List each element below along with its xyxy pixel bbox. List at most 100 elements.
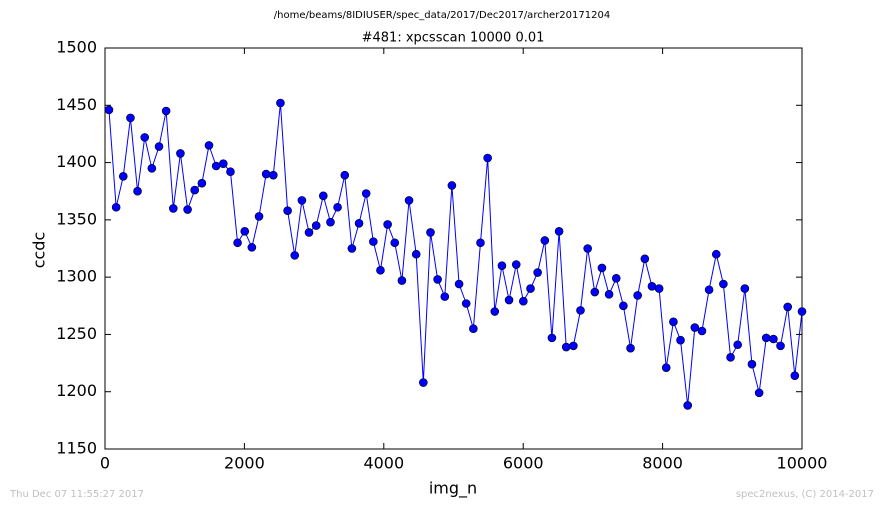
data-point — [326, 217, 335, 227]
data-point — [461, 299, 471, 308]
data-point — [454, 279, 464, 289]
y-axis-label: ccdc — [30, 232, 49, 269]
data-point — [497, 261, 507, 270]
data-point — [433, 275, 442, 284]
y-tick-label: 1500 — [56, 38, 97, 57]
data-point — [369, 237, 378, 246]
data-point — [761, 333, 771, 343]
y-tick-label: 1250 — [56, 324, 97, 343]
data-point — [733, 340, 742, 350]
data-point — [426, 228, 435, 237]
data-point — [297, 196, 307, 205]
data-point — [283, 206, 292, 215]
data-point — [154, 142, 164, 151]
data-point — [419, 378, 428, 387]
data-point — [161, 106, 171, 116]
data-point — [661, 363, 671, 372]
data-point — [754, 388, 764, 398]
data-point — [711, 249, 721, 259]
data-point — [440, 292, 450, 301]
data-point — [726, 353, 735, 362]
data-point — [690, 323, 700, 332]
data-point — [319, 191, 328, 201]
data-point — [647, 282, 657, 291]
data-point — [218, 159, 228, 169]
data-point — [290, 251, 300, 260]
data-point — [633, 291, 642, 300]
x-tick-label: 6000 — [503, 454, 544, 473]
plot-frame — [104, 47, 803, 450]
data-point — [519, 296, 528, 306]
data-point — [447, 181, 457, 190]
y-tick-label: 1150 — [56, 439, 97, 458]
data-point — [790, 371, 800, 380]
data-point — [254, 212, 264, 221]
data-point — [504, 295, 514, 305]
data-point — [547, 333, 557, 343]
data-point — [719, 279, 728, 289]
data-point — [576, 306, 585, 315]
data-point — [626, 343, 635, 353]
data-point — [669, 317, 678, 327]
data-point — [240, 227, 250, 236]
data-point — [333, 202, 342, 212]
chart-title: #481: xpcsscan 10000 0.01 — [362, 31, 545, 46]
data-point — [118, 172, 128, 181]
data-point — [247, 243, 257, 252]
data-point — [390, 238, 400, 248]
data-point — [347, 244, 357, 253]
data-point — [569, 341, 578, 351]
data-point — [261, 169, 271, 179]
data-point — [233, 238, 242, 248]
data-point — [740, 284, 750, 293]
data-point — [747, 359, 757, 369]
x-tick-label: 8000 — [642, 454, 683, 473]
data-point — [311, 221, 321, 230]
data-point — [526, 284, 535, 293]
data-point — [197, 178, 207, 188]
y-tick-label: 1400 — [56, 152, 97, 171]
x-tick-label: 2000 — [224, 454, 265, 473]
x-axis-label: img_n — [429, 479, 477, 499]
x-tick-label: 4000 — [363, 454, 404, 473]
data-point — [776, 341, 785, 351]
data-point — [676, 335, 685, 345]
data-point — [354, 218, 364, 228]
data-point — [583, 244, 592, 253]
data-point — [361, 189, 371, 198]
data-point — [769, 334, 778, 344]
data-point — [376, 265, 385, 275]
y-tick-label: 1300 — [56, 267, 97, 286]
data-point — [654, 284, 664, 293]
data-point — [169, 204, 178, 213]
data-point — [540, 236, 550, 245]
data-point — [476, 238, 485, 248]
data-point — [640, 254, 650, 264]
data-point — [783, 302, 793, 312]
data-point — [469, 324, 478, 334]
x-tick-label: 0 — [100, 454, 110, 473]
data-point — [183, 205, 192, 214]
series-line — [108, 102, 803, 406]
data-point — [511, 260, 521, 269]
y-tick-label: 1200 — [56, 381, 97, 400]
data-point — [590, 287, 600, 297]
data-point — [397, 276, 407, 285]
data-point — [304, 228, 314, 237]
data-point — [704, 285, 714, 295]
data-point — [126, 113, 135, 123]
data-point — [597, 263, 607, 273]
data-point — [211, 161, 221, 171]
data-point — [190, 185, 200, 195]
data-point — [611, 273, 621, 283]
data-point — [226, 167, 235, 177]
data-point — [490, 307, 500, 316]
data-point — [533, 268, 542, 277]
data-point — [797, 307, 807, 316]
y-tick-label: 1450 — [56, 95, 97, 114]
data-point — [276, 98, 285, 108]
data-point — [561, 342, 571, 352]
data-point — [697, 326, 707, 336]
footer-right: spec2nexus, (C) 2014-2017 — [736, 489, 874, 500]
data-point — [140, 133, 150, 142]
